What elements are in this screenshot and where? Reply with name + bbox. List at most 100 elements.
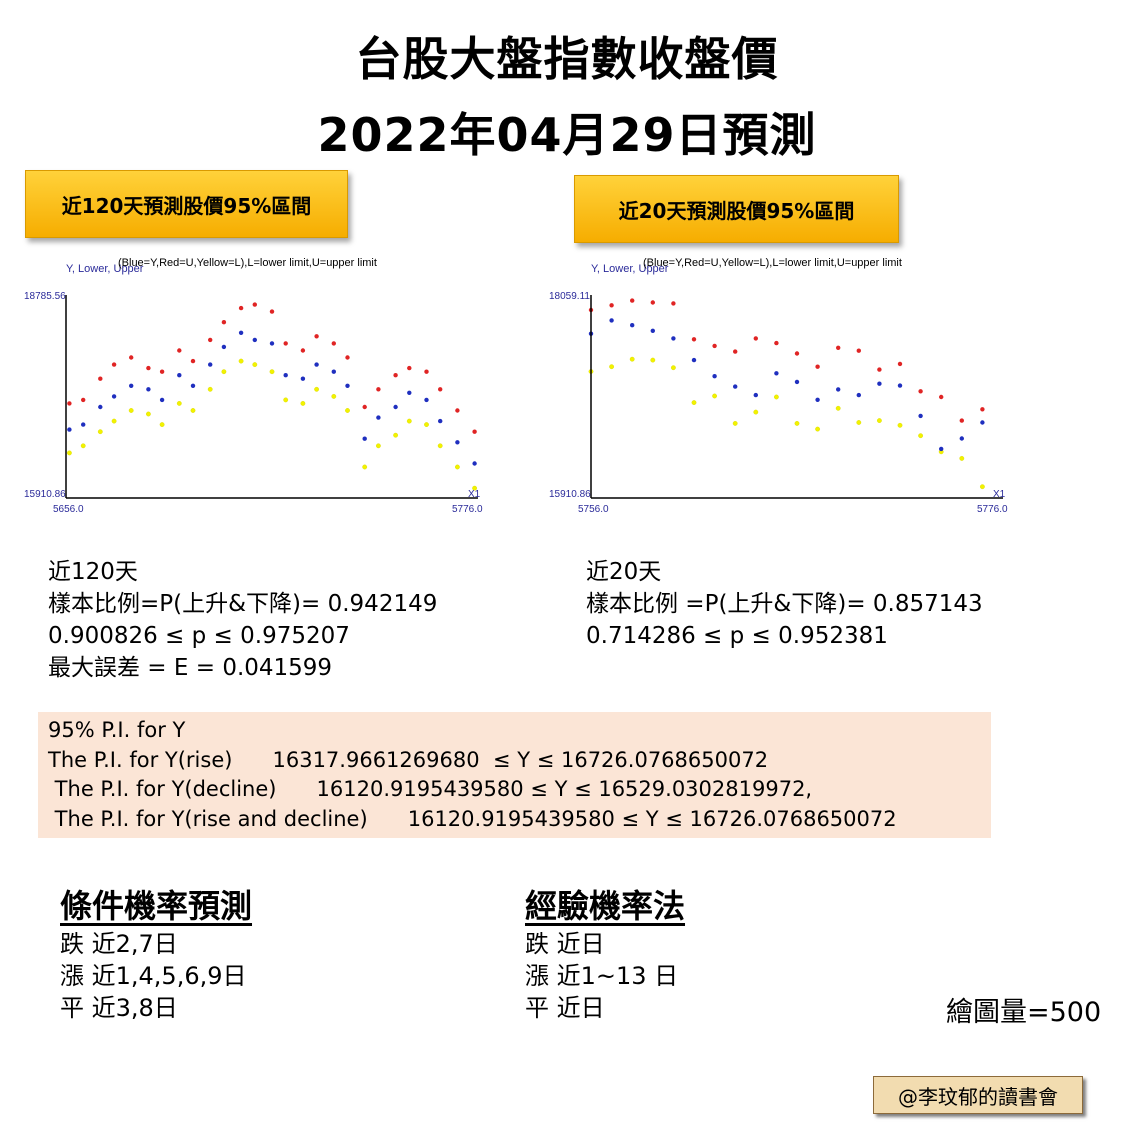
chart-120-points (67, 302, 477, 491)
point-l (314, 386, 319, 392)
point-l (375, 443, 381, 449)
y-axis-label: Y, Lower, Upper (66, 263, 144, 275)
point-l (876, 418, 882, 424)
conditional-flat: 平 近3,8日 (60, 994, 178, 1022)
point-l (238, 358, 244, 364)
point-u (836, 345, 841, 350)
point-u (146, 365, 151, 371)
point-u (238, 305, 244, 311)
point-y (455, 440, 460, 445)
point-y (753, 392, 758, 398)
point-y (376, 415, 381, 420)
point-u (393, 373, 398, 378)
point-y (252, 337, 257, 343)
point-y (221, 344, 227, 350)
point-u (897, 361, 903, 367)
x-axis-label: X1 (993, 489, 1006, 500)
point-u (609, 303, 614, 308)
y-min-label: 15910.86 (549, 489, 591, 500)
point-u (159, 369, 165, 374)
point-l (283, 397, 289, 403)
stats-120-max-error: 最大誤差 = E = 0.041599 (48, 655, 333, 681)
point-u (190, 358, 196, 364)
pi-heading: 95% P.I. for Y (48, 718, 186, 742)
point-l (331, 393, 337, 399)
point-u (221, 320, 227, 325)
conditional-probability-section: 條件機率預測 跌 近2,7日 漲 近1,4,5,6,9日 平 近3,8日 (60, 890, 252, 1024)
point-y (897, 383, 903, 388)
point-u (815, 364, 820, 369)
point-u (345, 355, 350, 360)
point-y (208, 362, 213, 367)
x-max-label: 5776.0 (452, 504, 483, 515)
point-l (856, 420, 862, 425)
point-l (97, 429, 103, 435)
point-y (67, 427, 72, 432)
point-y (472, 461, 477, 466)
page-title-line1: 台股大盤指數收盤價 (355, 32, 779, 86)
point-u (111, 362, 117, 367)
point-u (424, 369, 429, 374)
point-l (269, 369, 275, 375)
point-u (472, 429, 477, 434)
y-axis-label: Y, Lower, Upper (591, 263, 669, 275)
point-y (438, 418, 443, 424)
point-l (897, 422, 903, 428)
point-y (190, 383, 196, 388)
point-u (362, 404, 367, 410)
conditional-rise: 漲 近1,4,5,6,9日 (60, 962, 247, 990)
point-y (856, 392, 861, 398)
point-l (670, 365, 676, 371)
stats-120-proportion: 樣本比例=P(上升&下降)= 0.942149 (48, 591, 438, 617)
point-l (80, 443, 86, 449)
point-l (393, 432, 398, 438)
point-u (980, 407, 985, 412)
point-l (221, 369, 227, 375)
point-y (630, 323, 635, 328)
point-u (691, 337, 697, 342)
point-u (252, 302, 257, 307)
point-l (207, 386, 213, 392)
point-y (393, 404, 398, 410)
point-l (979, 484, 985, 490)
point-y (733, 384, 738, 389)
point-l (712, 393, 718, 399)
point-y (300, 376, 306, 381)
prediction-interval-box: 95% P.I. for Y The P.I. for Y(rise) 16317… (38, 712, 991, 838)
point-l (176, 400, 182, 406)
point-u (650, 300, 655, 305)
point-y (314, 362, 319, 367)
point-l (190, 408, 196, 413)
point-u (129, 355, 134, 360)
stats-120-heading: 近120天 (48, 559, 138, 585)
point-l (406, 418, 412, 424)
point-u (331, 341, 336, 346)
empirical-probability-section: 經驗機率法 跌 近日 漲 近1~13 日 平 近日 (525, 890, 685, 1024)
point-y (650, 328, 655, 333)
point-u (630, 298, 635, 303)
point-l (815, 426, 820, 432)
point-y (345, 383, 350, 388)
point-y (939, 446, 944, 452)
point-y (362, 436, 367, 441)
point-u (376, 387, 381, 392)
point-y (269, 341, 275, 346)
x-max-label: 5776.0 (977, 504, 1008, 515)
point-u (918, 389, 923, 394)
point-y (609, 318, 614, 323)
point-l (128, 408, 134, 413)
point-l (794, 420, 800, 426)
point-l (650, 357, 656, 363)
point-l (424, 422, 429, 428)
point-l (732, 420, 738, 426)
point-u (733, 349, 738, 354)
point-l (437, 443, 443, 449)
empirical-rise: 漲 近1~13 日 (525, 962, 679, 990)
page-title-line2: 2022年04月29日預測 (317, 108, 817, 162)
point-u (407, 365, 412, 371)
point-u (712, 343, 717, 349)
point-l (111, 418, 117, 424)
empirical-flat: 平 近日 (525, 994, 605, 1022)
point-y (238, 330, 244, 335)
stats-20-interval: 0.714286 ≤ p ≤ 0.952381 (586, 623, 888, 649)
